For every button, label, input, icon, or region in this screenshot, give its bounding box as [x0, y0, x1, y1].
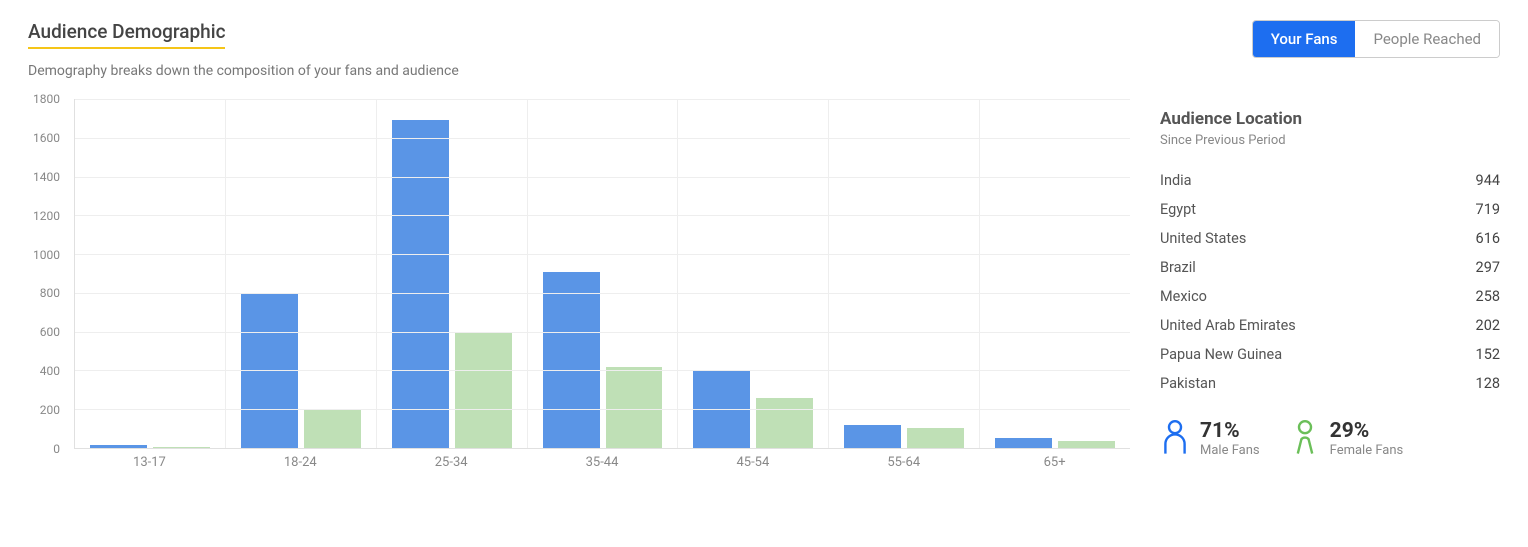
- bar-group-13-17: [75, 99, 226, 448]
- location-country: Pakistan: [1160, 375, 1216, 392]
- bar-female: [756, 398, 813, 448]
- female-fans-block: 29% Female Fans: [1290, 420, 1404, 458]
- y-tick-label: 1600: [33, 131, 60, 145]
- x-tick-label: 13-17: [74, 449, 225, 479]
- audience-tab-group: Your FansPeople Reached: [1252, 20, 1500, 58]
- y-tick-label: 800: [40, 286, 60, 300]
- tab-people-reached[interactable]: People Reached: [1355, 21, 1499, 57]
- bar-group-35-44: [528, 99, 679, 448]
- bar-male: [844, 425, 901, 448]
- y-tick-label: 1000: [33, 248, 60, 262]
- bar-male: [392, 120, 449, 448]
- y-tick-label: 200: [40, 403, 60, 417]
- male-pct: 71%: [1200, 420, 1260, 443]
- bar-female: [606, 367, 663, 448]
- location-row: United Arab Emirates 202: [1160, 311, 1500, 340]
- location-value: 719: [1476, 201, 1500, 218]
- x-tick-label: 65+: [979, 449, 1130, 479]
- section-subtitle: Demography breaks down the composition o…: [28, 63, 459, 79]
- location-row: Mexico 258: [1160, 282, 1500, 311]
- location-value: 128: [1476, 375, 1500, 392]
- location-row: Papua New Guinea 152: [1160, 340, 1500, 369]
- bar-group-45-54: [678, 99, 829, 448]
- y-tick-label: 1400: [33, 170, 60, 184]
- location-row: Brazil 297: [1160, 253, 1500, 282]
- bar-group-65+: [980, 99, 1130, 448]
- x-tick-label: 45-54: [677, 449, 828, 479]
- location-country: Brazil: [1160, 259, 1196, 276]
- location-row: Egypt 719: [1160, 195, 1500, 224]
- bar-female: [304, 409, 361, 448]
- bar-group-18-24: [226, 99, 377, 448]
- bar-female: [1058, 441, 1115, 448]
- female-icon: [1290, 420, 1320, 456]
- bar-group-55-64: [829, 99, 980, 448]
- section-title: Audience Demographic: [28, 20, 225, 49]
- bar-male: [543, 272, 600, 448]
- male-icon: [1160, 420, 1190, 456]
- location-country: Papua New Guinea: [1160, 346, 1282, 363]
- location-country: Mexico: [1160, 288, 1207, 305]
- x-tick-label: 25-34: [376, 449, 527, 479]
- location-value: 297: [1476, 259, 1500, 276]
- y-tick-label: 600: [40, 325, 60, 339]
- bar-male: [90, 445, 147, 448]
- location-country: United Arab Emirates: [1160, 317, 1296, 334]
- location-subtitle: Since Previous Period: [1160, 133, 1500, 148]
- location-value: 202: [1476, 317, 1500, 334]
- demographic-chart: 020040060080010001200140016001800 13-171…: [18, 99, 1130, 479]
- bar-female: [153, 447, 210, 448]
- x-tick-label: 35-44: [527, 449, 678, 479]
- female-pct: 29%: [1330, 420, 1404, 443]
- location-row: India 944: [1160, 166, 1500, 195]
- male-fans-block: 71% Male Fans: [1160, 420, 1260, 458]
- y-tick-label: 400: [40, 364, 60, 378]
- female-label: Female Fans: [1330, 443, 1404, 458]
- location-value: 944: [1476, 172, 1500, 189]
- location-row: Pakistan 128: [1160, 369, 1500, 398]
- location-country: India: [1160, 172, 1192, 189]
- location-value: 258: [1476, 288, 1500, 305]
- bar-female: [455, 332, 512, 448]
- y-tick-label: 1200: [33, 209, 60, 223]
- location-value: 152: [1476, 346, 1500, 363]
- location-country: Egypt: [1160, 201, 1196, 218]
- location-country: United States: [1160, 230, 1246, 247]
- y-tick-label: 1800: [33, 92, 60, 106]
- location-value: 616: [1476, 230, 1500, 247]
- male-label: Male Fans: [1200, 443, 1260, 458]
- gender-breakdown: 71% Male Fans 29% Female Fans: [1160, 420, 1500, 458]
- x-tick-label: 55-64: [828, 449, 979, 479]
- bar-male: [995, 438, 1052, 448]
- location-title: Audience Location: [1160, 109, 1500, 129]
- y-tick-label: 0: [53, 442, 60, 456]
- tab-your-fans[interactable]: Your Fans: [1253, 21, 1356, 57]
- audience-location-panel: Audience Location Since Previous Period …: [1160, 99, 1500, 479]
- x-tick-label: 18-24: [225, 449, 376, 479]
- bar-female: [907, 428, 964, 448]
- bar-group-25-34: [377, 99, 528, 448]
- location-row: United States 616: [1160, 224, 1500, 253]
